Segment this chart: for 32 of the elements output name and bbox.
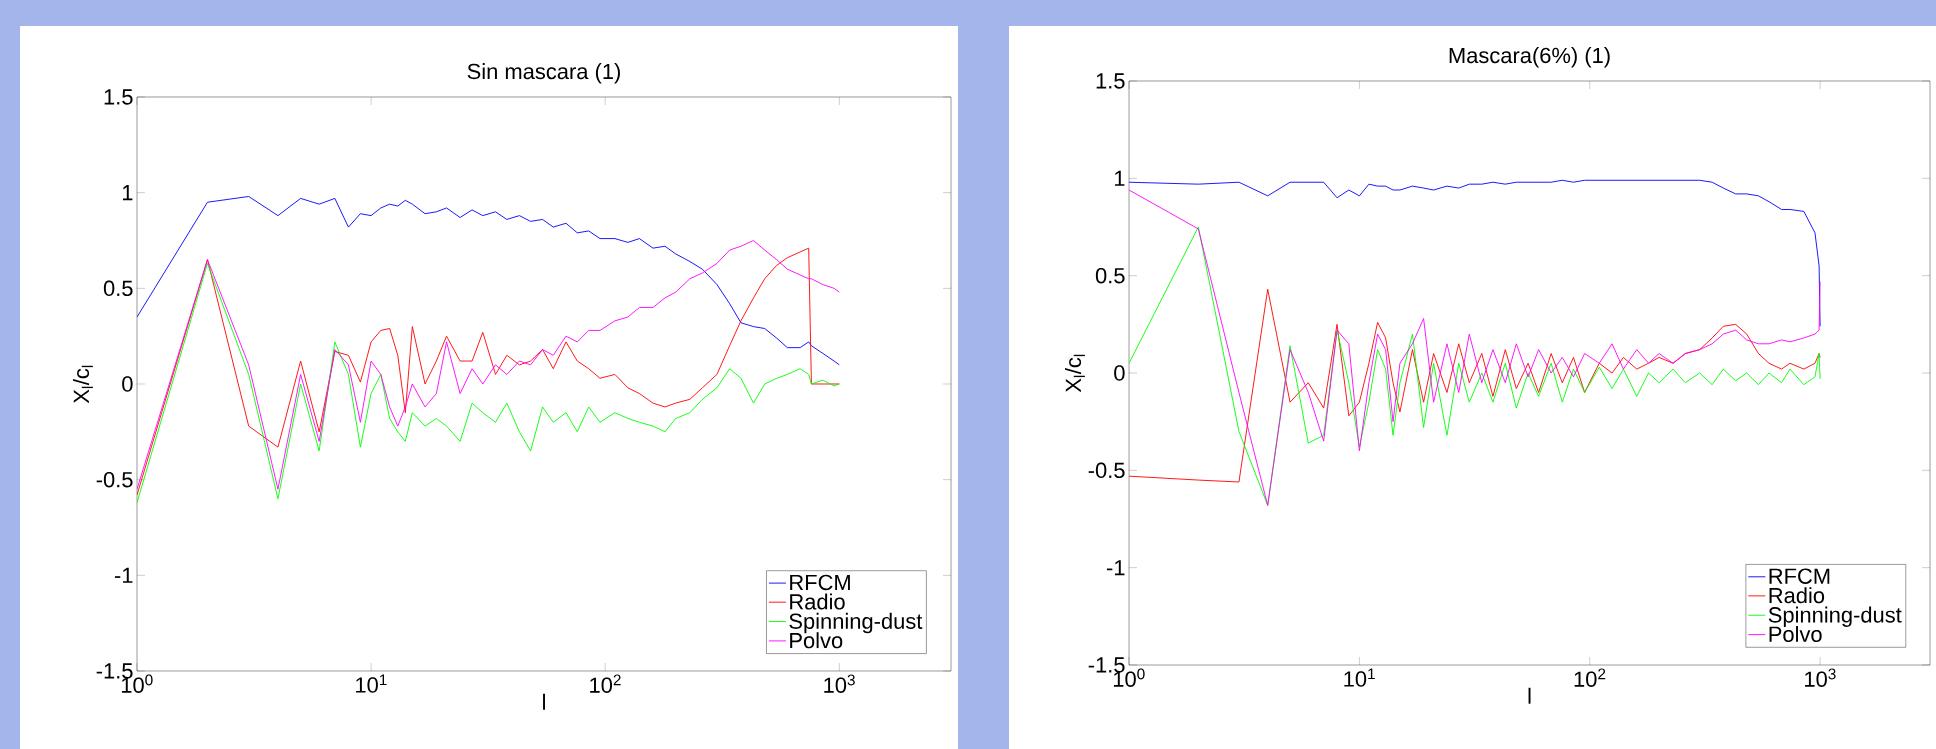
chart-title: Mascara(6%) (1) <box>1449 47 1610 68</box>
y-tick-label: 1 <box>122 185 133 201</box>
y-tick-label: 0.5 <box>103 280 133 297</box>
x-axis-title: l <box>543 693 545 710</box>
legend-label: Radio <box>1769 587 1825 604</box>
y-axis-title: X$_{l}$/c$_{l}$ <box>72 365 93 404</box>
x-tick-label: 10$^{1}$ <box>356 674 387 693</box>
y-tick-label: 1.5 <box>104 89 133 105</box>
x-axis-title: l <box>1528 687 1531 704</box>
legend-label: Spinning-dust <box>789 612 923 634</box>
y-tick-label: -0.5 <box>96 471 133 488</box>
y-tick-label: 0 <box>122 376 133 392</box>
legend-label: Radio <box>790 593 845 610</box>
y-tick-label: -1 <box>1106 560 1125 576</box>
x-tick-label: 10$^{1}$ <box>1344 668 1375 687</box>
x-tick-label: 10$^{3}$ <box>1805 668 1836 687</box>
y-axis-title: X$_{l}$/c$_{l}$ <box>1065 354 1085 393</box>
x-tick-label: 10$^{2}$ <box>1574 668 1606 687</box>
y-tick-label: -0.5 <box>1088 462 1125 479</box>
legend-label: RFCM <box>790 574 850 591</box>
legend-label: Polvo <box>1769 625 1822 643</box>
x-tick-label: 10$^{3}$ <box>824 674 855 693</box>
legend-label: Spinning-dust <box>1768 606 1902 627</box>
y-tick-label: -1 <box>114 567 133 583</box>
legend-label: Polvo <box>790 632 843 649</box>
chart-title: Sin mascara (1) <box>467 63 620 84</box>
x-tick-label: 10$^{2}$ <box>590 674 621 693</box>
y-tick-label: 0 <box>1114 365 1125 381</box>
y-tick-label: 1 <box>1114 170 1125 186</box>
y-tick-label: 0.5 <box>1095 267 1125 284</box>
legend-label: RFCM <box>1769 568 1830 584</box>
y-tick-label: 1.5 <box>1096 73 1125 89</box>
